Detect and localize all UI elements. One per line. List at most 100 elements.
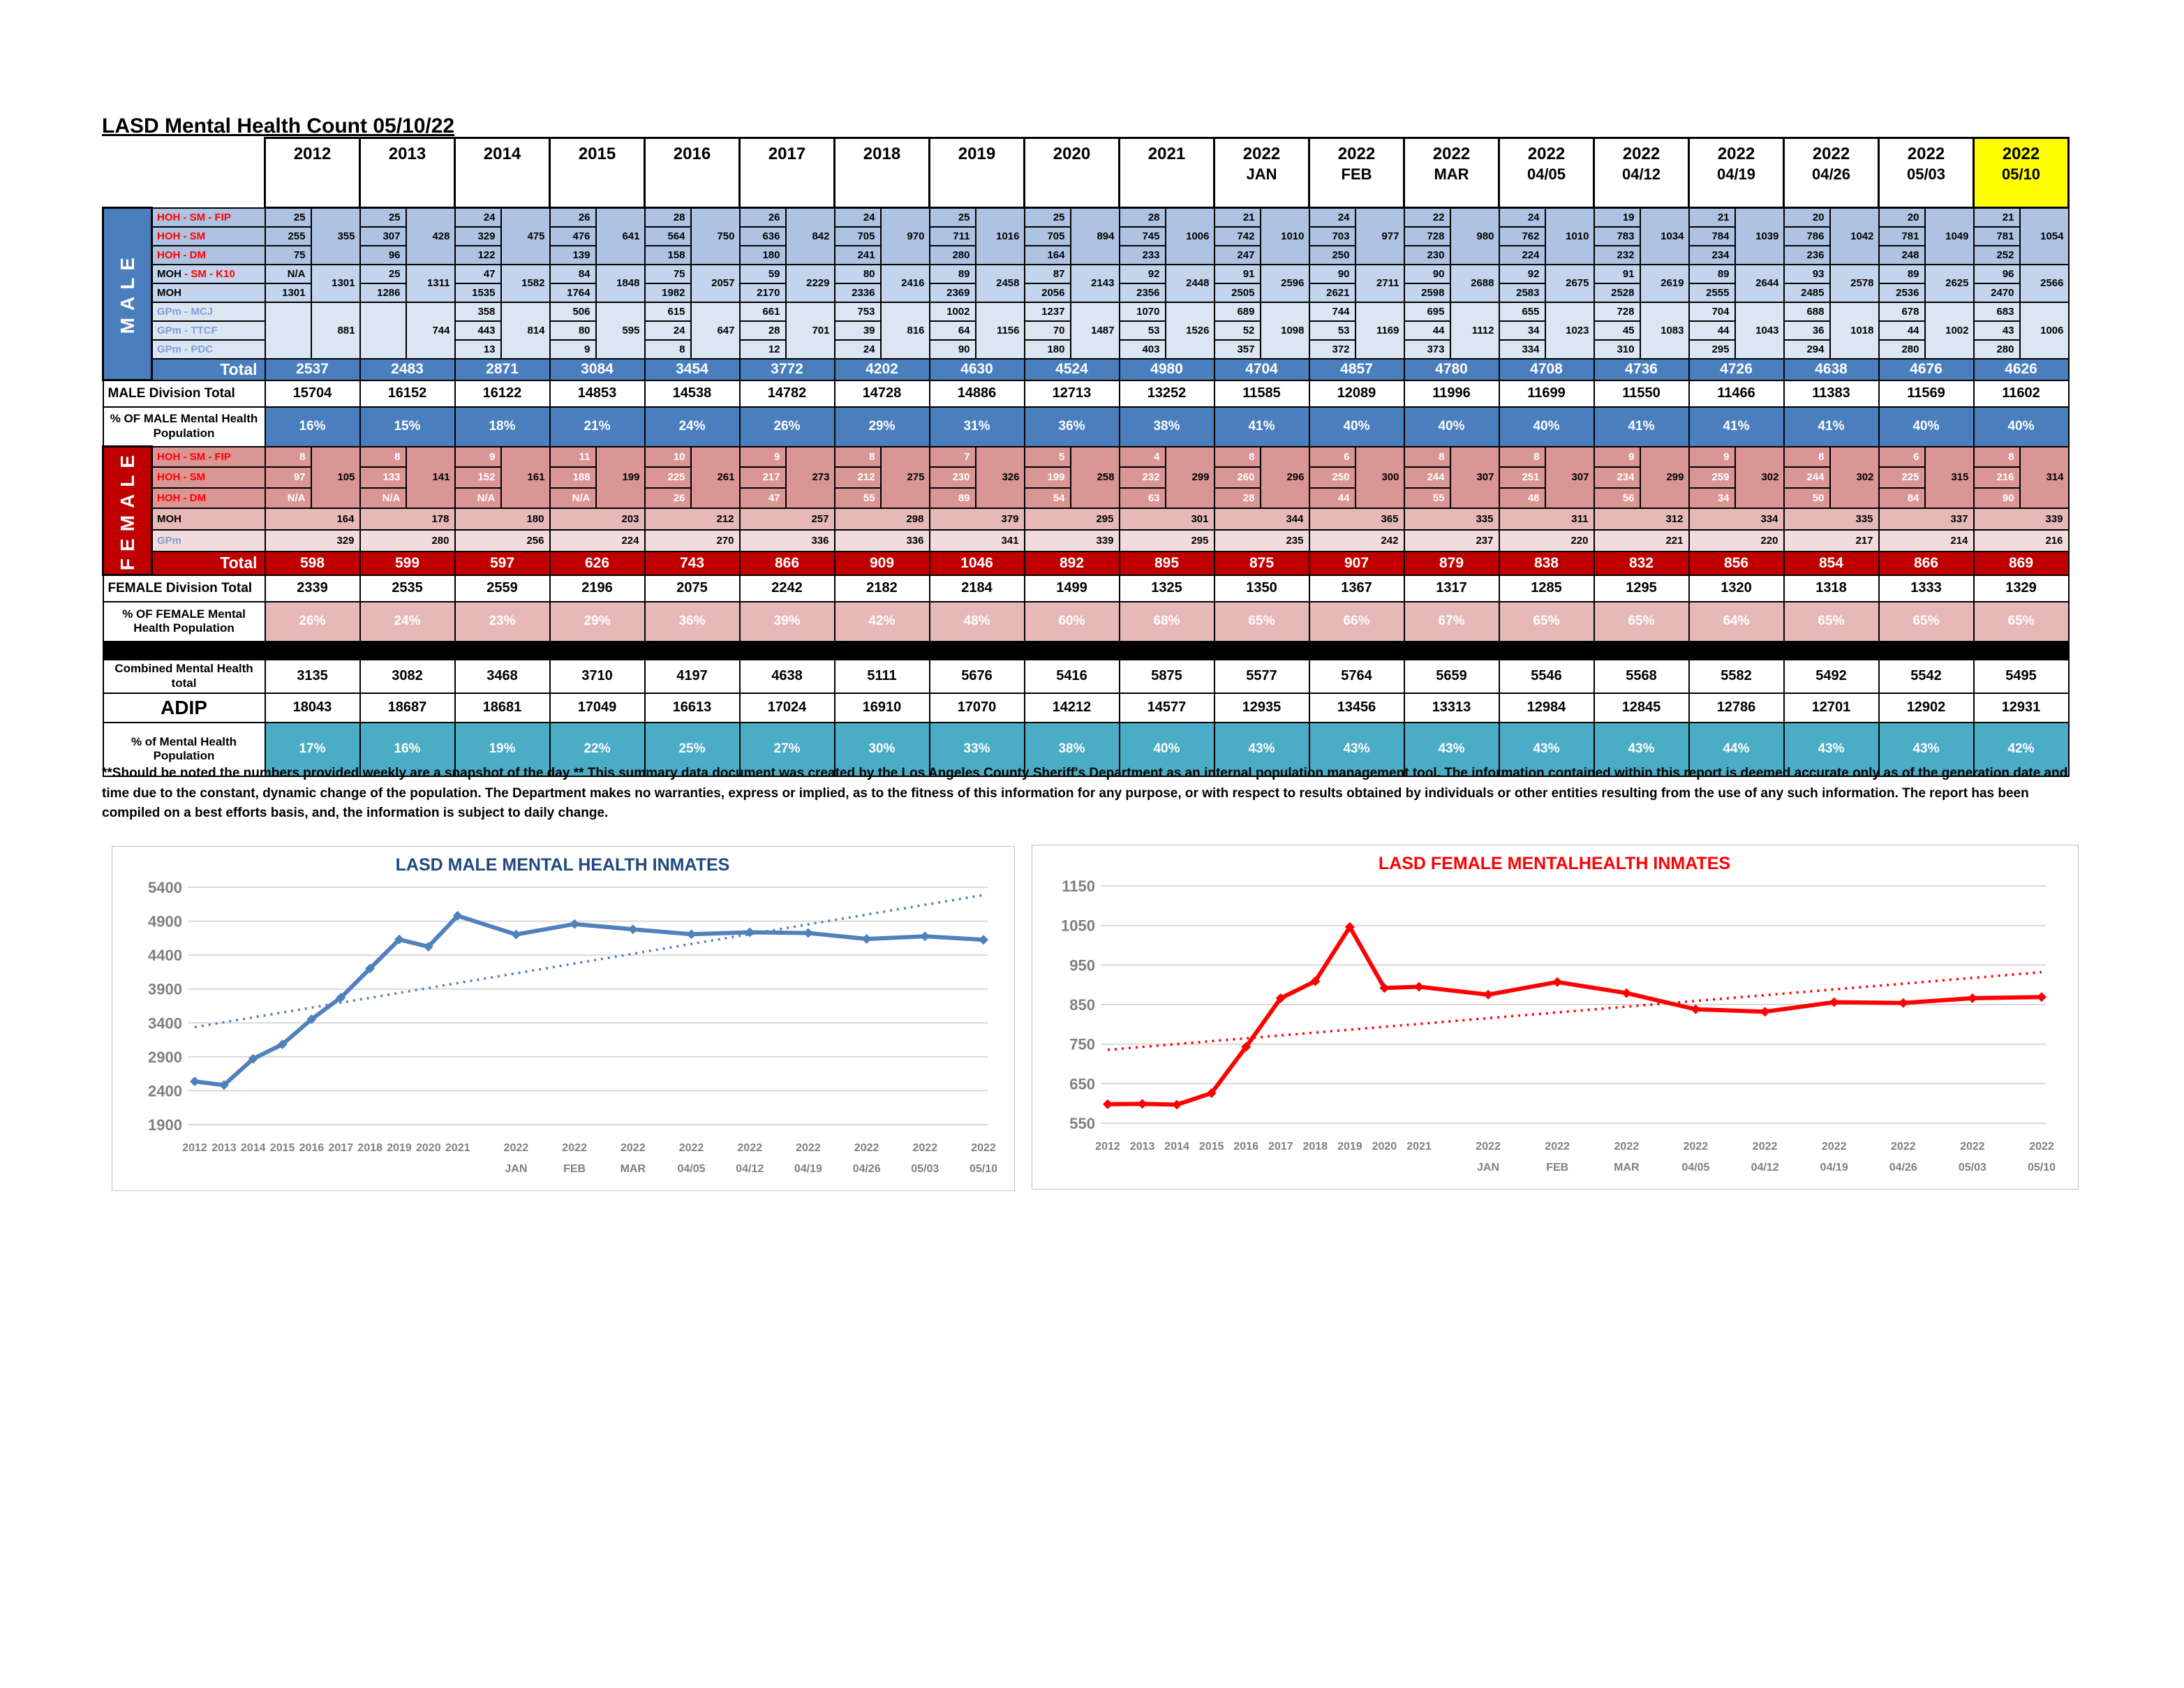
cell: 18681 xyxy=(454,692,551,723)
cell: 47 xyxy=(738,487,787,510)
separator-row xyxy=(102,640,2070,660)
cell: 678 xyxy=(1878,301,1926,322)
cell: 5495 xyxy=(1973,658,2070,694)
cell: 55 xyxy=(833,487,882,510)
data-point xyxy=(277,1039,288,1049)
column-header: 2022 JAN xyxy=(1213,137,1310,209)
cell: 214 xyxy=(1878,528,1975,552)
cell: 12931 xyxy=(1973,692,2070,723)
cell: 250 xyxy=(1308,466,1356,489)
cell: 4736 xyxy=(1593,357,1690,381)
male-section-band: MALE xyxy=(102,207,153,381)
cell: 341 xyxy=(928,528,1025,552)
cell: 221 xyxy=(1593,528,1690,552)
row-label-f-moh: MOH xyxy=(151,508,266,531)
cell: 40% xyxy=(1118,721,1215,777)
cell: 2535 xyxy=(359,574,456,602)
cell: 133 xyxy=(359,466,407,489)
cell: 25% xyxy=(644,721,741,777)
column-header: 2019 xyxy=(928,137,1025,209)
data-point xyxy=(1206,1088,1217,1098)
cell: 2621 xyxy=(1308,282,1356,303)
cell: 9 xyxy=(549,339,597,360)
y-tick-label: 1900 xyxy=(148,1116,182,1134)
cell: 12089 xyxy=(1308,379,1405,408)
cell: 2537 xyxy=(264,357,361,381)
data-point xyxy=(745,927,755,938)
cell: 90 xyxy=(928,339,976,360)
cell: 6 xyxy=(1878,445,1926,468)
cell: 9 xyxy=(738,445,787,468)
cell: 1049 xyxy=(1924,207,1975,265)
cell: 38% xyxy=(1023,721,1120,777)
cell: 36% xyxy=(644,600,741,642)
cell: 8 xyxy=(833,445,882,468)
cell: 339 xyxy=(1023,528,1120,552)
cell: 75 xyxy=(264,244,312,265)
cell: 30% xyxy=(833,721,930,777)
cell: 5568 xyxy=(1593,658,1690,694)
cell: 8 xyxy=(1783,445,1831,468)
trendline xyxy=(1107,970,2042,1051)
cell: 4638 xyxy=(1783,357,1880,381)
cell: 742 xyxy=(1213,225,1261,246)
cell: 595 xyxy=(595,301,646,360)
cell: 4708 xyxy=(1498,357,1595,381)
cell: 244 xyxy=(1403,466,1451,489)
cell: 16613 xyxy=(644,692,741,723)
cell: 2056 xyxy=(1023,282,1071,303)
cell: 295 xyxy=(1118,528,1215,552)
data-point xyxy=(423,942,433,952)
cell: 299 xyxy=(1164,445,1215,510)
cell: 91 xyxy=(1213,263,1261,284)
cell: 14853 xyxy=(549,379,646,408)
cell: 105 xyxy=(310,445,361,510)
cell: 1054 xyxy=(2019,207,2070,265)
disclaimer-text: **Should be noted the numbers provided w… xyxy=(102,766,2068,820)
cell: 16152 xyxy=(359,379,456,408)
cell: 33% xyxy=(928,721,1025,777)
data-point xyxy=(1275,993,1286,1003)
row-label-moh: MOH xyxy=(151,282,266,303)
cell: 1002 xyxy=(928,301,976,322)
cell: 232 xyxy=(1118,466,1166,489)
row-label-f-hoh-dm: HOH - DM xyxy=(151,487,266,510)
cell: 1487 xyxy=(1069,301,1120,360)
cell: 894 xyxy=(1069,207,1120,265)
x-tick-label: 2021 xyxy=(1406,1141,1432,1153)
column-header: 2022 04/12 xyxy=(1593,137,1690,209)
data-point xyxy=(570,919,580,929)
cell: 234 xyxy=(1688,244,1736,265)
cell: 15% xyxy=(359,406,456,447)
cell: 5111 xyxy=(833,658,930,694)
cell: 337 xyxy=(1878,508,1975,531)
cell: 244 xyxy=(1783,466,1831,489)
cell: 17% xyxy=(264,721,361,777)
cell: 443 xyxy=(454,320,502,341)
cell: 326 xyxy=(974,445,1025,510)
cell: 122 xyxy=(454,244,502,265)
column-header: 2022 FEB xyxy=(1308,137,1405,209)
cell: 2356 xyxy=(1118,282,1166,303)
cell: 814 xyxy=(500,301,551,360)
cell: 11383 xyxy=(1783,379,1880,408)
cell: 68% xyxy=(1118,600,1215,642)
cell: 45 xyxy=(1593,320,1641,341)
cell: 1016 xyxy=(974,207,1025,265)
cell: 762 xyxy=(1498,225,1546,246)
data-point xyxy=(511,929,521,940)
x-tick-label: 2019 xyxy=(387,1142,412,1154)
cell: 14577 xyxy=(1118,692,1215,723)
cell: 3135 xyxy=(264,658,361,694)
cell: 373 xyxy=(1403,339,1451,360)
cell: 8 xyxy=(1973,445,2021,468)
cell: 90 xyxy=(1973,487,2021,510)
cell: 856 xyxy=(1688,550,1785,576)
cell: 2583 xyxy=(1498,282,1546,303)
cell: 12845 xyxy=(1593,692,1690,723)
cell: 12786 xyxy=(1688,692,1785,723)
cell: 2871 xyxy=(454,357,551,381)
column-header: 2022 MAR xyxy=(1403,137,1500,209)
data-point xyxy=(1691,1004,1701,1014)
cell: 97 xyxy=(264,466,312,489)
